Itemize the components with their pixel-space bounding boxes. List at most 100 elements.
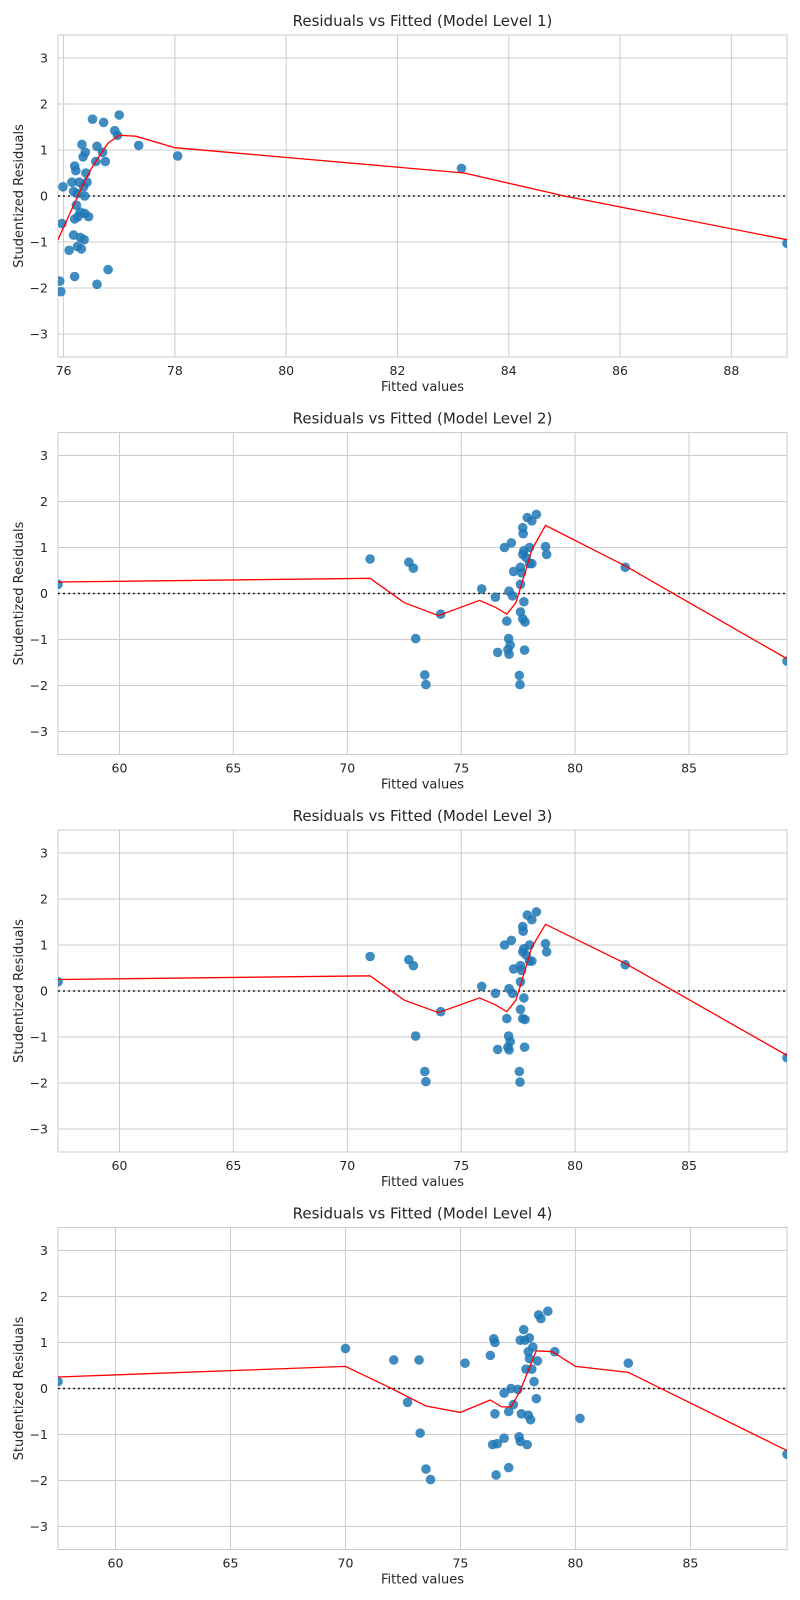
x-tick-label: 85 xyxy=(681,761,697,776)
scatter-point xyxy=(527,914,537,925)
x-tick-label: 75 xyxy=(453,1158,469,1173)
chart-title: Residuals vs Fitted (Model Level 2) xyxy=(293,410,553,428)
scatter-point xyxy=(100,156,111,167)
scatter-point xyxy=(528,1342,538,1352)
scatter-point xyxy=(499,1433,509,1443)
scatter-point xyxy=(501,1013,512,1024)
x-tick-label: 65 xyxy=(225,761,241,776)
scatter-point xyxy=(98,117,109,128)
scatter-point xyxy=(575,1413,585,1424)
x-tick-label: 65 xyxy=(223,1556,239,1571)
y-tick-label: 3 xyxy=(40,448,48,463)
y-tick-label: 1 xyxy=(40,143,48,158)
y-tick-label: −3 xyxy=(30,1122,48,1137)
scatter-point xyxy=(410,633,421,644)
scatter-point xyxy=(499,940,510,950)
x-tick-label: 75 xyxy=(453,761,469,776)
scatter-point xyxy=(476,584,487,594)
scatter-point xyxy=(421,1076,431,1087)
scatter-point xyxy=(527,956,537,966)
lowess-line xyxy=(58,524,787,660)
scatter-point xyxy=(460,1358,470,1368)
scatter-point xyxy=(505,1036,516,1047)
y-axis-label: Studentized Residuals xyxy=(12,521,27,665)
scatter-point xyxy=(365,554,375,564)
scatter-point xyxy=(492,647,503,658)
y-tick-label: −3 xyxy=(30,724,48,739)
scatter-point xyxy=(532,1356,543,1366)
scatter-point xyxy=(388,1355,399,1365)
scatter-point xyxy=(492,1438,503,1449)
y-tick-label: −1 xyxy=(30,632,48,647)
scatter-point xyxy=(58,286,66,297)
scatter-point xyxy=(402,1397,413,1408)
scatter-point xyxy=(476,981,487,992)
scatter-point xyxy=(83,211,94,222)
scatter-point xyxy=(414,1355,424,1365)
data-layer xyxy=(58,509,787,690)
x-tick-label: 82 xyxy=(390,363,406,378)
lowess-line xyxy=(58,923,787,1056)
y-tick-label: 0 xyxy=(40,586,48,601)
scatter-point xyxy=(536,1313,546,1324)
scatter-point xyxy=(69,271,80,282)
x-tick-label: 75 xyxy=(452,1556,468,1571)
scatter-point xyxy=(408,563,419,573)
scatter-point xyxy=(782,1449,787,1460)
scatter-point xyxy=(518,926,528,936)
scatter-point xyxy=(520,617,530,627)
scatter-point xyxy=(541,549,552,560)
y-tick-label: −3 xyxy=(30,1519,48,1534)
chart-panel-1: 76 78 80 82 84 86 88 −3 −2 −1 0 1 2 3 Residuals vs Fit… xyxy=(12,12,788,395)
scatter-point xyxy=(79,191,90,201)
scatter-point xyxy=(419,1066,430,1077)
scatter-point xyxy=(77,139,87,150)
scatter-point xyxy=(531,509,542,520)
x-tick-label: 60 xyxy=(112,761,128,776)
scatter-point xyxy=(82,177,92,187)
scatter-point xyxy=(514,670,525,681)
x-axis-label: Fitted values xyxy=(381,380,464,395)
scatter-point xyxy=(76,244,87,254)
scatter-point xyxy=(515,1004,526,1015)
x-tick-label: 80 xyxy=(567,761,583,776)
scatter-point xyxy=(501,616,512,626)
y-tick-label: 2 xyxy=(40,892,48,907)
y-tick-label: −3 xyxy=(30,327,48,342)
scatter-point xyxy=(503,1406,514,1417)
y-axis-label: Studentized Residuals xyxy=(12,124,27,268)
gridlines xyxy=(58,830,787,1152)
x-tick-label: 84 xyxy=(501,363,517,378)
scatter-point xyxy=(782,238,787,249)
scatter-point xyxy=(531,1393,542,1404)
x-tick-label: 80 xyxy=(278,363,294,378)
scatter-point xyxy=(499,542,510,553)
x-tick-label: 85 xyxy=(682,1556,698,1571)
y-tick-label: 2 xyxy=(40,494,48,509)
scatter-point xyxy=(490,988,501,999)
scatter-point xyxy=(114,110,125,120)
chart-panel-3: 60 65 70 75 80 85 −3 −2 −1 0 1 2 3 Residuals vs Fitte… xyxy=(12,807,788,1190)
scatter-point xyxy=(92,279,102,290)
scatter-point xyxy=(485,1350,496,1361)
y-tick-label: 3 xyxy=(40,51,48,66)
scatter-point xyxy=(518,528,528,539)
scatter-point xyxy=(415,1428,426,1438)
y-axis-label: Studentized Residuals xyxy=(12,919,27,1063)
scatter-point xyxy=(103,264,113,275)
x-tick-label: 70 xyxy=(338,1556,354,1571)
scatter-point xyxy=(58,579,63,590)
scatter-point xyxy=(71,165,81,176)
scatter-point xyxy=(340,1343,351,1354)
lowess-line xyxy=(58,134,787,241)
y-tick-label: −1 xyxy=(30,1030,48,1045)
y-axis-label: Studentized Residuals xyxy=(12,1316,27,1460)
x-tick-label: 80 xyxy=(567,1158,583,1173)
scatter-point xyxy=(490,1337,500,1348)
x-tick-label: 80 xyxy=(567,1556,583,1571)
scatter-point xyxy=(365,951,375,962)
scatter-point xyxy=(133,140,144,151)
scatter-point xyxy=(490,592,501,602)
scatter-point xyxy=(515,679,525,690)
